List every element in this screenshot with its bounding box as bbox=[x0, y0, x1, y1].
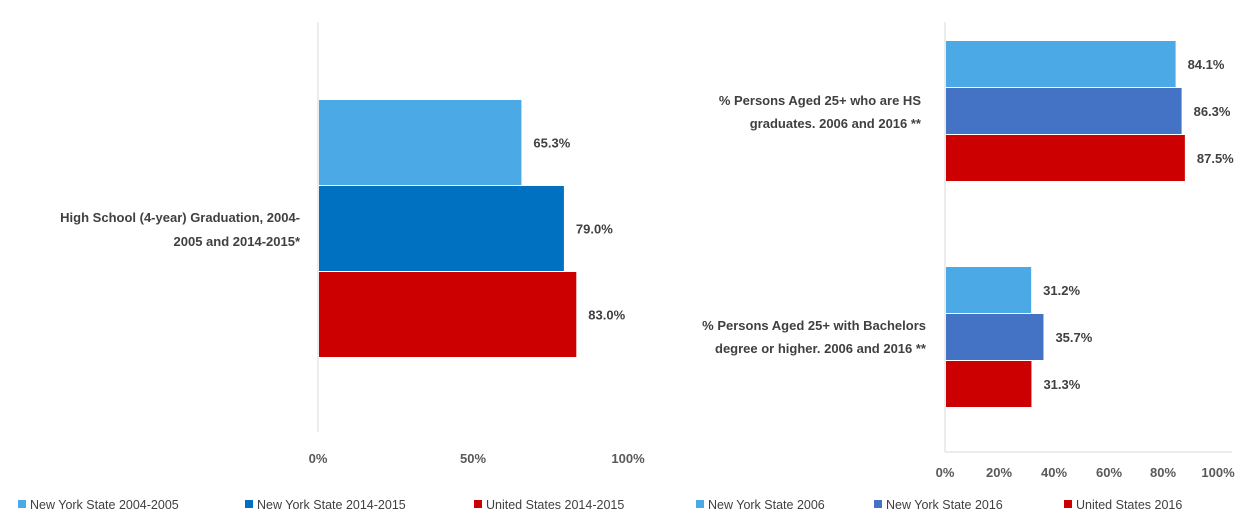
legend-swatch bbox=[1064, 500, 1072, 508]
left-category-label: High School (4-year) Graduation, 2004- bbox=[60, 210, 300, 225]
legend-swatch bbox=[874, 500, 882, 508]
legend-label: United States 2016 bbox=[1076, 498, 1182, 512]
left-data-label: 65.3% bbox=[533, 136, 570, 151]
right-bar bbox=[946, 88, 1182, 134]
legend-swatch bbox=[18, 500, 26, 508]
right-bar bbox=[946, 267, 1032, 313]
right-data-label: 84.1% bbox=[1188, 57, 1225, 72]
right-bar bbox=[946, 135, 1185, 181]
legend-swatch bbox=[474, 500, 482, 508]
left-bar bbox=[319, 272, 577, 357]
left-data-label: 83.0% bbox=[588, 308, 625, 323]
right-bar bbox=[946, 41, 1176, 87]
left-tick-label: 0% bbox=[309, 451, 328, 466]
right-category-label: graduates. 2006 and 2016 ** bbox=[750, 116, 922, 131]
left-bar bbox=[319, 100, 522, 185]
right-data-label: 31.3% bbox=[1043, 377, 1080, 392]
right-bar bbox=[946, 361, 1032, 407]
right-data-label: 86.3% bbox=[1194, 104, 1231, 119]
right-data-label: 35.7% bbox=[1055, 330, 1092, 345]
legend-swatch bbox=[696, 500, 704, 508]
right-data-label: 87.5% bbox=[1197, 151, 1234, 166]
left-tick-label: 50% bbox=[460, 451, 486, 466]
right-tick-label: 0% bbox=[936, 465, 955, 480]
right-bar bbox=[946, 314, 1044, 360]
right-tick-label: 60% bbox=[1096, 465, 1122, 480]
legend-label: New York State 2016 bbox=[886, 498, 1003, 512]
right-category-label: % Persons Aged 25+ with Bachelors bbox=[702, 318, 926, 333]
right-tick-label: 80% bbox=[1150, 465, 1176, 480]
right-category-label: % Persons Aged 25+ who are HS bbox=[719, 93, 922, 108]
legend-label: New York State 2006 bbox=[708, 498, 825, 512]
left-tick-label: 100% bbox=[611, 451, 645, 466]
right-tick-label: 40% bbox=[1041, 465, 1067, 480]
left-category-label: 2005 and 2014-2015* bbox=[174, 234, 301, 249]
right-tick-label: 20% bbox=[986, 465, 1012, 480]
right-category-label: degree or higher. 2006 and 2016 ** bbox=[715, 341, 927, 356]
legend-label: New York State 2014-2015 bbox=[257, 498, 406, 512]
left-bar bbox=[319, 186, 564, 271]
legend-swatch bbox=[245, 500, 253, 508]
legend-label: United States 2014-2015 bbox=[486, 498, 624, 512]
left-data-label: 79.0% bbox=[576, 222, 613, 237]
legend-label: New York State 2004-2005 bbox=[30, 498, 179, 512]
right-tick-label: 100% bbox=[1201, 465, 1235, 480]
right-data-label: 31.2% bbox=[1043, 283, 1080, 298]
